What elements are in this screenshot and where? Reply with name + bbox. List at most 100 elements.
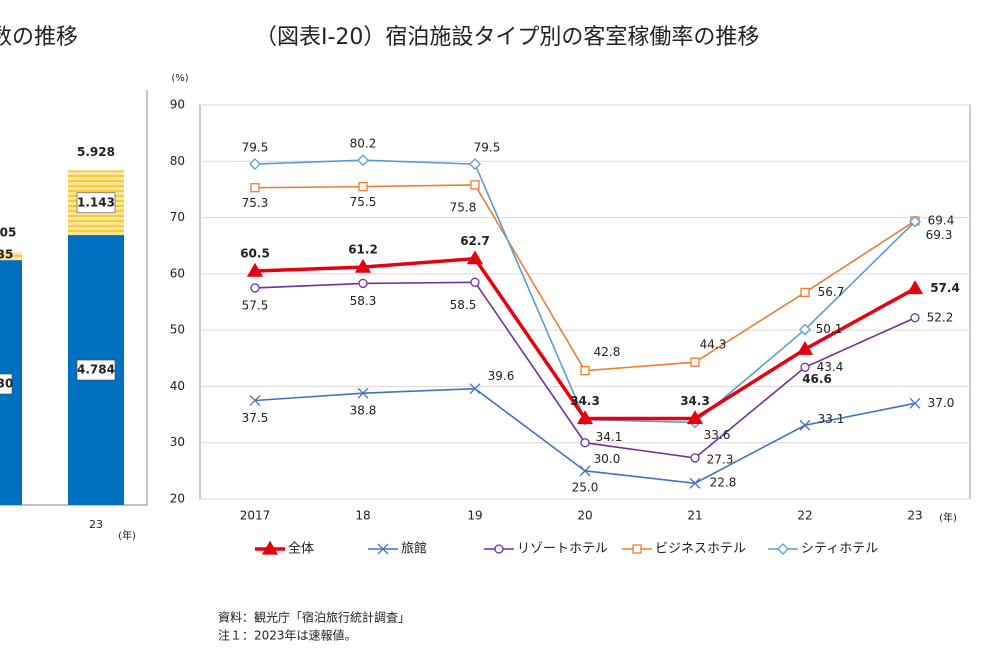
marker: [250, 283, 260, 293]
marker: [579, 465, 591, 477]
value-label: 57.5: [242, 298, 269, 312]
value-label: 44.3: [700, 338, 727, 352]
marker: [358, 181, 368, 192]
value-label-fragment: 05: [0, 226, 16, 240]
marker: [469, 158, 481, 171]
marker: [909, 215, 921, 228]
value-label: 62.7: [460, 234, 490, 248]
value-label: 79.5: [474, 141, 501, 155]
marker: [910, 313, 920, 323]
y-tick-label: 80: [170, 154, 185, 168]
value-label-fragment: 30: [0, 377, 13, 391]
marker: [357, 387, 369, 399]
marker: [580, 366, 590, 376]
value-label: 33.6: [704, 428, 731, 442]
marker: [690, 453, 700, 463]
label-box: [0, 373, 13, 395]
label-box: [76, 192, 116, 214]
marker: [466, 250, 484, 265]
legend-marker: [632, 544, 642, 554]
value-label: 4.784: [77, 363, 115, 377]
value-label: 79.5: [242, 141, 269, 155]
value-label: 1.143: [77, 195, 115, 209]
value-label: 75.3: [242, 196, 269, 210]
marker: [799, 323, 811, 336]
chart-title: （図表Ⅰ-20）宿泊施設タイプ別の客室稼働率の推移: [255, 25, 759, 50]
legend-label: 全体: [288, 541, 314, 557]
marker: [686, 410, 704, 425]
marker: [470, 277, 480, 287]
value-label: 25.0: [572, 480, 599, 494]
bar: [0, 252, 22, 261]
value-label: 22.8: [710, 476, 737, 490]
x-tick-label: 20: [577, 509, 592, 523]
value-label: 58.5: [450, 298, 477, 312]
value-label: 34.1: [596, 430, 623, 444]
marker: [250, 183, 260, 193]
value-label: 61.2: [348, 243, 378, 257]
x-tick-label: 18: [355, 509, 370, 523]
x-tick-label: 19: [467, 509, 482, 523]
value-label: 50.1: [816, 322, 843, 336]
marker: [799, 419, 811, 431]
marker: [354, 258, 372, 273]
value-label: 52.2: [927, 310, 954, 324]
legend-label: リゾートホテル: [517, 542, 608, 557]
marker: [906, 280, 924, 295]
x-tick-label: 21: [687, 509, 702, 523]
marker: [909, 397, 921, 409]
value-label: 75.8: [450, 200, 477, 214]
marker: [576, 410, 594, 425]
y-unit: (%): [171, 73, 188, 84]
value-label: 37.5: [242, 411, 269, 425]
x-unit: (年): [118, 529, 136, 542]
marker: [249, 395, 261, 406]
value-label: 39.6: [488, 369, 515, 383]
y-tick-label: 20: [170, 492, 185, 506]
value-label: 37.0: [928, 396, 955, 410]
value-label: 46.6: [802, 372, 832, 386]
y-tick-label: 70: [170, 210, 185, 224]
value-label: 58.3: [350, 294, 377, 308]
legend-label: 旅館: [401, 542, 427, 557]
marker: [800, 362, 810, 372]
value-label: 42.8: [594, 345, 621, 359]
x-tick-label: 2017: [240, 509, 271, 523]
value-label: 69.3: [926, 228, 953, 242]
marker: [246, 262, 264, 277]
legend-label: シティホテル: [801, 542, 878, 557]
x-unit: (年): [939, 511, 957, 524]
marker: [689, 477, 701, 489]
value-label: 38.8: [350, 404, 377, 418]
legend-marker: [494, 544, 504, 554]
legend-marker: [377, 543, 389, 555]
value-label: 27.3: [707, 452, 734, 466]
marker: [358, 278, 368, 289]
marker: [249, 158, 261, 171]
left-title: 数の推移: [0, 25, 78, 50]
x-tick-label: 23: [89, 518, 103, 531]
value-label: 43.4: [817, 360, 844, 374]
y-tick-label: 90: [170, 98, 185, 112]
note: 資料：観光庁「宿泊旅行統計調査」: [218, 610, 410, 625]
total-label: 5.928: [77, 145, 115, 159]
marker: [580, 438, 590, 448]
marker: [690, 357, 700, 367]
y-tick-label: 60: [170, 266, 185, 280]
legend-marker: [261, 540, 279, 555]
value-label: 56.7: [818, 285, 845, 299]
legend-marker: [777, 543, 789, 555]
value-label: 33.1: [818, 412, 845, 426]
value-label: 34.3: [570, 394, 600, 408]
marker: [800, 287, 810, 298]
note: 注１：2023年は速報値。: [218, 628, 357, 643]
legend-label: ビジネスホテル: [655, 542, 746, 557]
value-label: 69.4: [928, 213, 955, 227]
value-label: 34.3: [680, 394, 710, 408]
value-label: 57.4: [930, 281, 960, 295]
y-tick-label: 50: [170, 323, 185, 337]
marker: [796, 340, 814, 355]
x-tick-label: 22: [797, 509, 812, 523]
marker: [357, 154, 369, 167]
